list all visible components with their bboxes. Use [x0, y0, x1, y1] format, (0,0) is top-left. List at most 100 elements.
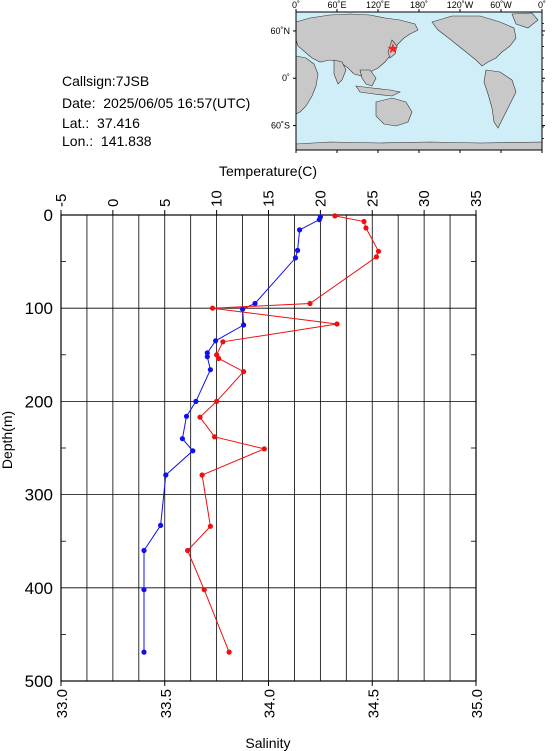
- eurasia-landmass: [295, 13, 419, 77]
- salinity-point: [373, 254, 379, 260]
- temperature-tick-label: 5: [157, 199, 174, 207]
- lat-value: 37.416: [97, 115, 140, 131]
- temperature-point: [193, 398, 199, 404]
- map-latitude-label: 60˚S: [271, 121, 290, 131]
- india-landmass: [333, 59, 347, 85]
- lat-line: Lat.: 37.416: [62, 116, 140, 130]
- date-label: Date:: [62, 95, 96, 111]
- salinity-point: [334, 321, 340, 327]
- temperature-tick-label: 10: [209, 190, 226, 207]
- southeast-asia-landmass: [359, 69, 377, 87]
- temperature-line: [143, 216, 321, 653]
- salinity-point: [209, 305, 216, 311]
- chart-minor-ticks: [60, 210, 477, 686]
- salinity-point: [220, 339, 226, 345]
- temperature-point: [163, 472, 169, 478]
- temperature-point: [297, 227, 303, 233]
- south-america-landmass: [483, 69, 517, 129]
- salinity-tick-label: 33.5: [158, 689, 175, 718]
- depth-tick-label: 300: [25, 486, 53, 505]
- salinity-point: [212, 434, 218, 440]
- salinity-point: [375, 248, 382, 254]
- station-marker-star-icon: [387, 43, 399, 54]
- salinity-point: [261, 446, 267, 452]
- map-longitude-labels: 0˚ 60˚E 120˚E 180˚ 120˚W 60˚W 0˚: [292, 0, 546, 10]
- salinity-point: [185, 547, 191, 554]
- temperature-point: [213, 338, 219, 344]
- salinity-point: [361, 218, 367, 225]
- salinity-point: [214, 398, 220, 404]
- temperature-point: [190, 448, 196, 454]
- map-ticks: [293, 9, 545, 153]
- salinity-tick-label: 33.0: [54, 689, 71, 718]
- callsign-line: Callsign:7JSB: [62, 74, 149, 88]
- salinity-point: [201, 587, 207, 593]
- temperature-point: [183, 413, 190, 419]
- temperature-tick-label: 35: [468, 190, 485, 207]
- map-longitude-label: 120˚E: [366, 0, 390, 10]
- chart-frame: [60, 214, 477, 682]
- salinity-point: [207, 523, 213, 529]
- temperature-point: [252, 300, 258, 307]
- salinity-point: [307, 300, 313, 307]
- map-longitude-label: 0˚: [538, 0, 546, 10]
- temperature-point: [158, 522, 164, 529]
- temperature-point: [204, 350, 210, 356]
- map-latitude-labels: 60˚N 0˚ 60˚S: [270, 26, 290, 131]
- africa-landmass: [295, 55, 319, 115]
- salinity-point: [226, 649, 232, 655]
- lat-label: Lat.:: [62, 115, 90, 131]
- salinity-tick-label: 34.0: [262, 689, 279, 718]
- temperature-axis-label: Temperature(C): [219, 163, 317, 179]
- map-longitude-label: 0˚: [292, 0, 300, 10]
- callsign-value: 7JSB: [115, 73, 150, 89]
- temperature-point: [204, 354, 210, 360]
- salinity-tick-label: 35.0: [469, 689, 486, 718]
- chart-grid: [60, 214, 477, 682]
- temperature-point: [241, 322, 247, 328]
- temperature-point: [292, 255, 299, 261]
- salinity-point: [241, 369, 247, 375]
- greenland-landmass: [511, 12, 539, 29]
- lon-label: Lon.:: [62, 133, 94, 149]
- temperature-point: [141, 649, 147, 655]
- depth-tick-label: 500: [25, 672, 53, 691]
- depth-tick-label: 400: [25, 579, 53, 598]
- depth-tick-label: 200: [25, 392, 53, 411]
- temperature-tick-label: -5: [53, 194, 70, 207]
- depth-tick-label: 0: [44, 206, 53, 225]
- map-latitude-label: 0˚: [282, 73, 290, 83]
- salinity-axis-label: Salinity: [245, 735, 290, 751]
- date-line: Date: 2025/06/05 16:57(UTC): [62, 96, 250, 110]
- north-america-landmass: [431, 15, 517, 67]
- callsign-label: Callsign:: [62, 73, 116, 89]
- australia-landmass: [375, 97, 413, 127]
- temperature-point: [141, 547, 147, 554]
- lon-value: 141.838: [100, 133, 152, 149]
- chart-series: [141, 213, 382, 655]
- salinity-point: [199, 472, 205, 478]
- depth-axis-label: Depth(m): [0, 411, 15, 469]
- temperature-point: [141, 587, 147, 593]
- temperature-point: [295, 247, 301, 253]
- map-longitude-label: 60˚E: [327, 0, 346, 10]
- world-map: 0˚ 60˚E 120˚E 180˚ 120˚W 60˚W 0˚ 60˚N 0˚ 60˚S: [270, 0, 546, 153]
- temperature-point: [316, 217, 322, 223]
- salinity-point: [216, 355, 222, 362]
- indonesia-landmass: [355, 85, 401, 97]
- depth-tick-label: 100: [25, 299, 53, 318]
- date-value: 2025/06/05 16:57(UTC): [103, 95, 251, 111]
- map-land: [295, 12, 543, 151]
- map-longitude-label: 120˚W: [447, 0, 474, 10]
- lon-line: Lon.: 141.838: [62, 134, 152, 148]
- salinity-point: [363, 225, 369, 231]
- map-longitude-label: 180˚: [410, 0, 428, 10]
- salinity-point: [197, 414, 203, 420]
- salinity-tick-label: 34.5: [365, 689, 382, 718]
- salinity-point: [332, 213, 338, 219]
- temperature-point: [179, 436, 185, 442]
- temperature-point: [207, 367, 213, 373]
